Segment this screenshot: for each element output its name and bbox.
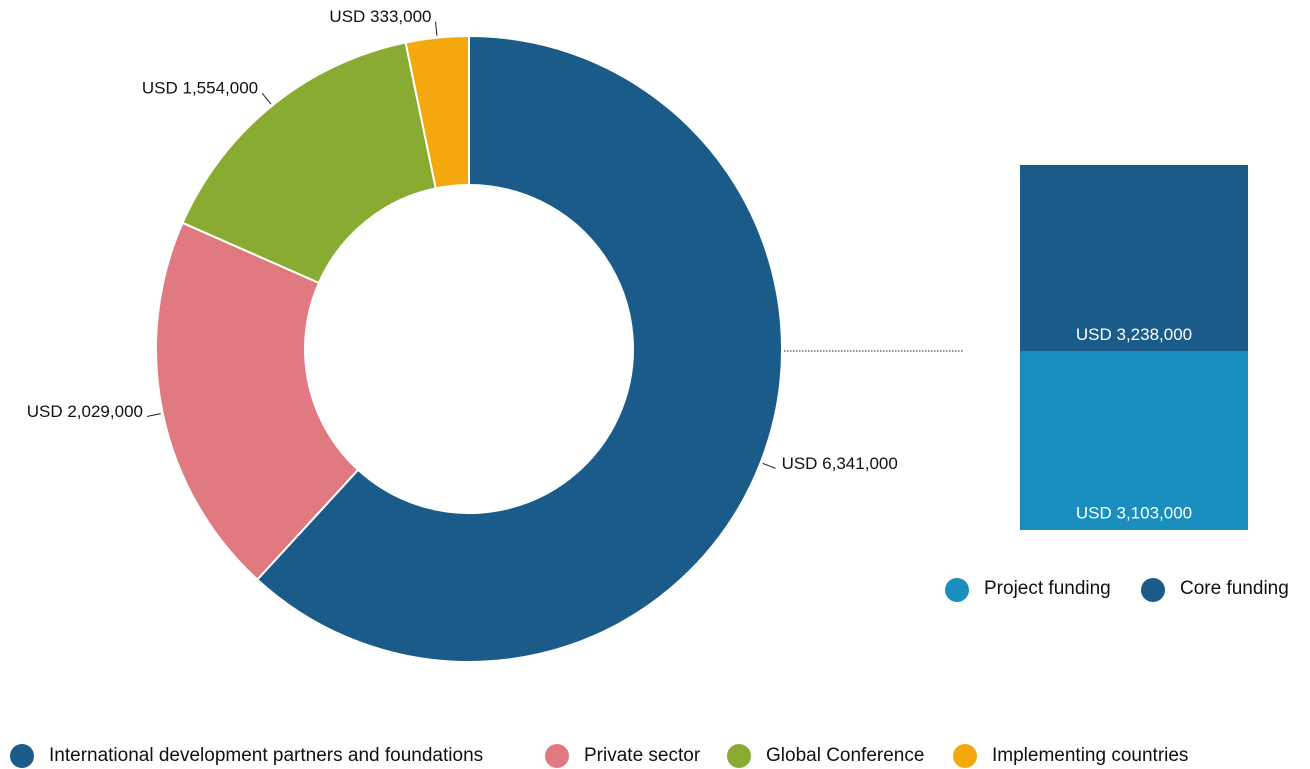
legend-marker — [727, 744, 751, 768]
legend-label: Core funding — [1180, 578, 1289, 599]
donut-slice — [181, 41, 437, 285]
legend-label: Project funding — [984, 578, 1111, 599]
legend-label: Global Conference — [766, 745, 924, 766]
leader-line — [435, 21, 438, 36]
data-label: USD 3,103,000 — [1076, 503, 1192, 522]
legend-label: Private sector — [584, 745, 701, 766]
leader-line — [261, 92, 272, 105]
leader-line — [146, 413, 161, 417]
legend-marker — [1141, 578, 1165, 602]
legend-marker — [10, 744, 34, 768]
legend-marker — [945, 578, 969, 602]
data-label: USD 333,000 — [329, 7, 431, 26]
data-label: USD 1,554,000 — [142, 79, 258, 98]
donut-slice — [155, 221, 360, 581]
data-label: USD 3,238,000 — [1076, 325, 1192, 344]
legend-marker — [953, 744, 977, 768]
donut-slice — [404, 34, 470, 190]
leader-line — [762, 462, 776, 469]
data-label: USD 2,029,000 — [27, 402, 143, 421]
data-label: USD 6,341,000 — [782, 454, 898, 473]
donut-slice — [255, 34, 783, 663]
bar-segment — [1020, 351, 1248, 530]
legend-label: Implementing countries — [992, 745, 1188, 766]
bar-segment — [1020, 165, 1248, 352]
legend-marker — [545, 744, 569, 768]
legend-label: International development partners and f… — [49, 745, 483, 766]
